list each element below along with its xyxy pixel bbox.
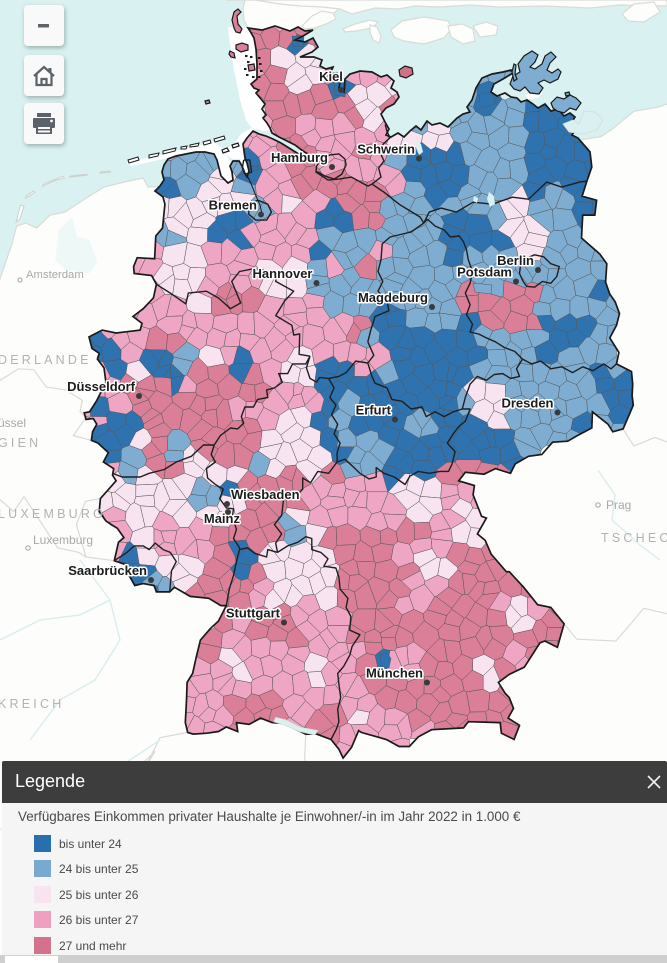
svg-text:GIEN: GIEN	[0, 436, 41, 450]
svg-text:Prag: Prag	[606, 498, 631, 512]
svg-text:Düsseldorf: Düsseldorf	[67, 379, 136, 394]
svg-text:Berlin: Berlin	[497, 253, 534, 268]
svg-text:Schwerin: Schwerin	[357, 142, 415, 157]
svg-text:Hamburg: Hamburg	[271, 150, 328, 165]
svg-text:üssel: üssel	[0, 416, 26, 430]
svg-text:Erfurt: Erfurt	[356, 403, 392, 418]
svg-text:Wiesbaden: Wiesbaden	[231, 487, 300, 502]
svg-text:TSCHECHI: TSCHECHI	[601, 531, 667, 545]
svg-text:Potsdam: Potsdam	[457, 265, 512, 280]
svg-text:München: München	[366, 666, 423, 681]
svg-text:LUXEMBURG: LUXEMBURG	[0, 507, 106, 521]
svg-text:Hannover: Hannover	[253, 266, 313, 281]
svg-text:Amsterdam: Amsterdam	[26, 269, 84, 281]
svg-text:KREICH: KREICH	[0, 697, 64, 711]
svg-text:Bremen: Bremen	[209, 198, 257, 213]
svg-text:Luxemburg: Luxemburg	[33, 533, 93, 547]
svg-text:Magdeburg: Magdeburg	[358, 290, 428, 305]
svg-text:Mainz: Mainz	[204, 511, 241, 526]
svg-text:Kiel: Kiel	[319, 69, 343, 84]
svg-text:DERLANDE: DERLANDE	[0, 353, 92, 367]
svg-text:Dresden: Dresden	[501, 396, 553, 411]
svg-text:Saarbrücken: Saarbrücken	[68, 563, 147, 578]
svg-text:Stuttgart: Stuttgart	[226, 606, 281, 621]
